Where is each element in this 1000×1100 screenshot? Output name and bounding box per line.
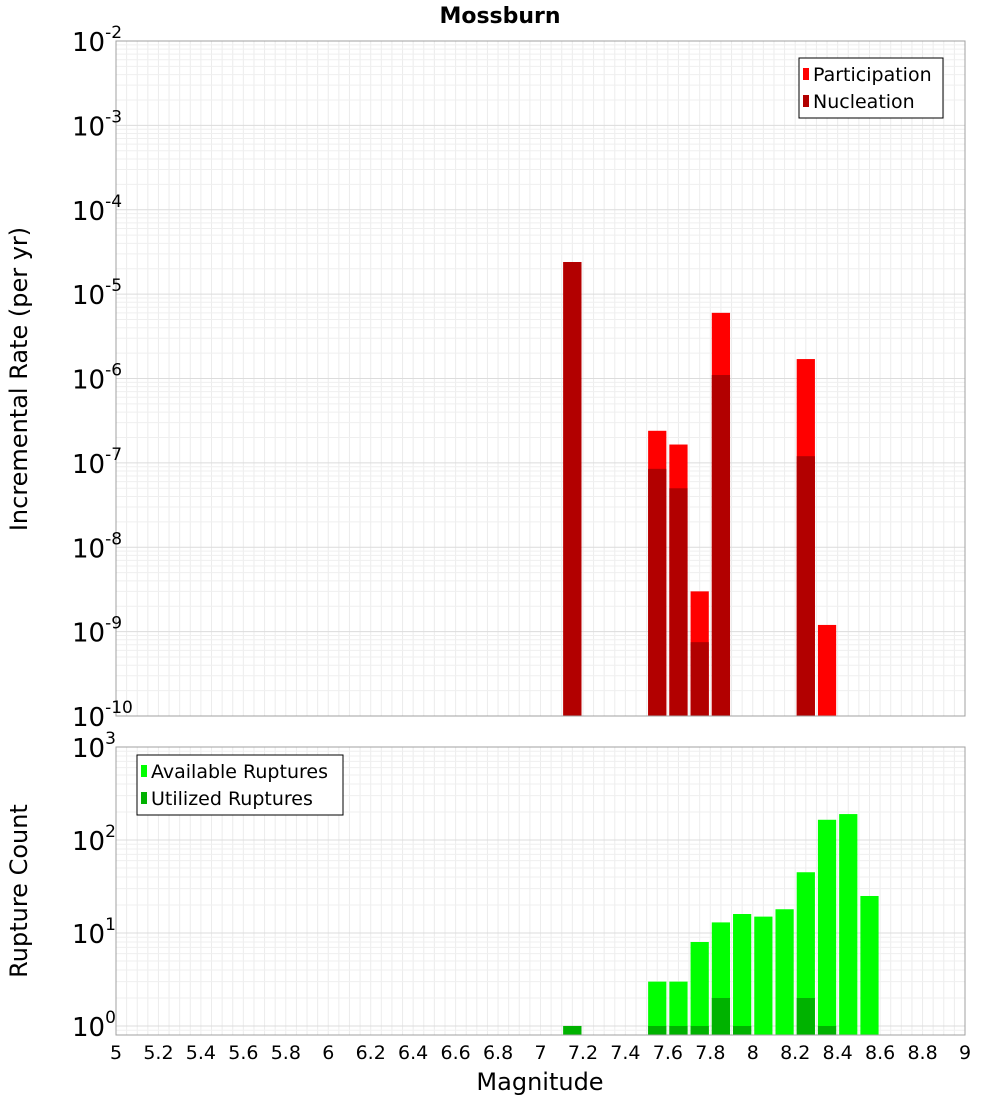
top-y-tick-label: 10-6	[72, 361, 122, 396]
top-legend-label: Nucleation	[813, 91, 915, 113]
x-tick-label: 5.8	[271, 1042, 301, 1064]
top-legend-label: Participation	[813, 64, 932, 86]
bottom-bar-available-ruptures-10	[839, 814, 858, 1035]
x-tick-label: 6.4	[398, 1042, 428, 1064]
top-legend-swatch	[803, 68, 809, 80]
x-tick-label: 8	[747, 1042, 759, 1064]
top-y-tick-label: 10-2	[72, 23, 122, 58]
bottom-bar-available-ruptures-1	[648, 981, 667, 1035]
x-tick-label: 6.8	[483, 1042, 513, 1064]
x-tick-label: 6.6	[440, 1042, 470, 1064]
bottom-plot-border	[115, 746, 966, 1036]
bottom-bar-utilized-ruptures-4	[711, 997, 731, 1035]
x-tick-label: 6.2	[356, 1042, 386, 1064]
bottom-bar-utilized-ruptures-6	[796, 997, 815, 1035]
bottom-legend: Available Ruptures Utilized Ruptures	[136, 754, 344, 816]
x-tick-label: 5	[110, 1042, 122, 1064]
x-tick-label: 5.2	[143, 1042, 173, 1064]
bottom-legend-box	[136, 754, 344, 816]
top-bar-nucleation-0	[563, 262, 582, 716]
top-legend: Participation Nucleation	[798, 57, 944, 119]
bottom-legend-swatch	[141, 792, 147, 804]
x-tick-label: 5.6	[228, 1042, 258, 1064]
x-tick-label: 8.8	[907, 1042, 937, 1064]
top-y-tick-label: 10-9	[72, 614, 122, 649]
top-bar-nucleation-4	[711, 375, 731, 716]
x-tick-label: 7.8	[695, 1042, 725, 1064]
top-y-axis-title: Incremental Rate (per yr)	[5, 227, 33, 531]
top-bar-nucleation-5	[796, 456, 815, 716]
top-plot-border	[115, 40, 966, 717]
x-tick-label: 8.6	[865, 1042, 895, 1064]
bottom-bar-available-ruptures-5	[733, 914, 752, 1035]
bottom-y-tick-label: 100	[72, 1008, 116, 1043]
x-tick-label: 7.6	[653, 1042, 683, 1064]
x-tick-label: 6	[322, 1042, 334, 1064]
bottom-legend-swatch	[141, 765, 147, 777]
bottom-bar-available-ruptures-3	[690, 942, 709, 1035]
top-bar-nucleation-3	[690, 642, 709, 716]
bottom-y-tick-label: 103	[72, 729, 116, 764]
top-bar-nucleation-1	[648, 468, 667, 716]
x-tick-label: 7.4	[610, 1042, 640, 1064]
chart-title: Mossburn	[439, 4, 560, 29]
top-y-tick-label: 10-4	[72, 192, 122, 227]
bottom-bar-utilized-ruptures-7	[817, 1025, 837, 1035]
x-tick-label: 9	[959, 1042, 971, 1064]
top-y-tick-label: 10-5	[72, 276, 122, 311]
top-legend-swatch	[803, 95, 809, 107]
bottom-y-tick-label: 101	[72, 915, 116, 950]
x-tick-label: 8.2	[780, 1042, 810, 1064]
bottom-legend-label: Available Ruptures	[151, 761, 328, 783]
bottom-bar-available-ruptures-6	[754, 916, 773, 1035]
x-tick-label: 7.2	[568, 1042, 598, 1064]
bottom-bar-utilized-ruptures-2	[669, 1025, 688, 1035]
top-y-tick-label: 10-10	[72, 698, 133, 733]
bottom-bar-utilized-ruptures-1	[648, 1025, 667, 1035]
top-y-tick-label: 10-7	[72, 445, 122, 480]
top-bar-nucleation-2	[669, 488, 688, 716]
x-tick-labels: 5 5.2 5.4 5.6 5.8 6 6.2 6.4 6.6 6.8 7 7.2 7.4 7.6 7.8 8…	[110, 1042, 971, 1064]
bottom-bar-available-ruptures-8	[796, 872, 815, 1035]
top-y-tick-label: 10-3	[72, 107, 122, 142]
x-tick-label: 7	[534, 1042, 546, 1064]
x-axis-title: Magnitude	[476, 1068, 603, 1096]
bottom-bar-available-ruptures-7	[775, 909, 794, 1035]
bottom-bar-available-ruptures-11	[860, 895, 879, 1035]
top-bar-participation-6	[817, 624, 837, 716]
bottom-bar-utilized-ruptures-5	[733, 1025, 752, 1035]
bottom-y-tick-label: 102	[72, 822, 116, 857]
bottom-bar-utilized-ruptures-3	[690, 1025, 709, 1035]
top-panel: 10-2 10-3 10-4 10-5 10-6 10-7 10-8 10-9 10-10 Inc…	[5, 23, 966, 733]
top-y-tick-label: 10-8	[72, 529, 122, 564]
top-legend-box	[798, 57, 944, 119]
bottom-bar-available-ruptures-2	[669, 981, 688, 1035]
x-tick-label: 8.4	[823, 1042, 853, 1064]
bottom-y-axis-title: Rupture Count	[5, 804, 33, 978]
bottom-panel: 103 102 101 100 Rupture Count Available Ruptu…	[5, 729, 966, 1043]
bottom-bar-utilized-ruptures-0	[563, 1025, 582, 1035]
bottom-bar-available-ruptures-9	[817, 819, 837, 1035]
x-tick-label: 5.4	[186, 1042, 216, 1064]
bottom-legend-label: Utilized Ruptures	[151, 788, 313, 810]
